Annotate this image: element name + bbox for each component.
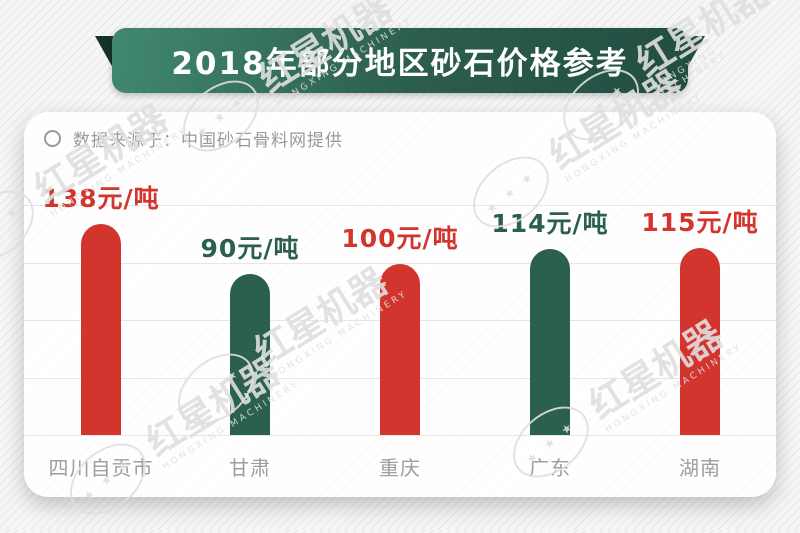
bar-chart: 138元/吨四川自贡市 90元/吨甘肃 100元/吨重庆 114元/吨广东 115元/吨… — [24, 112, 776, 497]
category-label: 湖南 — [679, 456, 721, 480]
source-row: 数据来源于：中国砂石骨料网提供 — [44, 126, 343, 151]
page-title: 2018年部分地区砂石价格参考 — [171, 46, 629, 82]
bar-value-label: 115元/吨 — [641, 208, 759, 237]
gridline — [24, 205, 776, 206]
ribbon-banner: 2018年部分地区砂石价格参考 — [112, 28, 688, 93]
gridline — [24, 262, 776, 264]
category-label: 甘肃 — [229, 456, 271, 480]
price-card: 数据来源于：中国砂石骨料网提供 138元/吨四川自贡市 90元/吨甘肃 100元/吨… — [24, 112, 776, 497]
bar-value-label: 100元/吨 — [341, 224, 459, 253]
bar-value-label: 138元/吨 — [42, 184, 160, 213]
bar-value-label: 90元/吨 — [200, 234, 300, 263]
bar — [230, 274, 270, 435]
bar — [530, 249, 570, 435]
category-label: 四川自贡市 — [48, 456, 154, 480]
category-label: 重庆 — [379, 456, 421, 480]
bar — [380, 264, 420, 435]
ribbon-fold-right — [687, 36, 705, 68]
gridline — [24, 435, 776, 436]
ribbon-fold-left — [95, 36, 113, 68]
bar — [680, 248, 720, 435]
source-text: 数据来源于：中国砂石骨料网提供 — [73, 131, 343, 151]
category-label: 广东 — [529, 456, 571, 480]
circle-bullet-icon — [44, 130, 61, 147]
bar — [81, 224, 121, 435]
bar-value-label: 114元/吨 — [491, 209, 609, 238]
